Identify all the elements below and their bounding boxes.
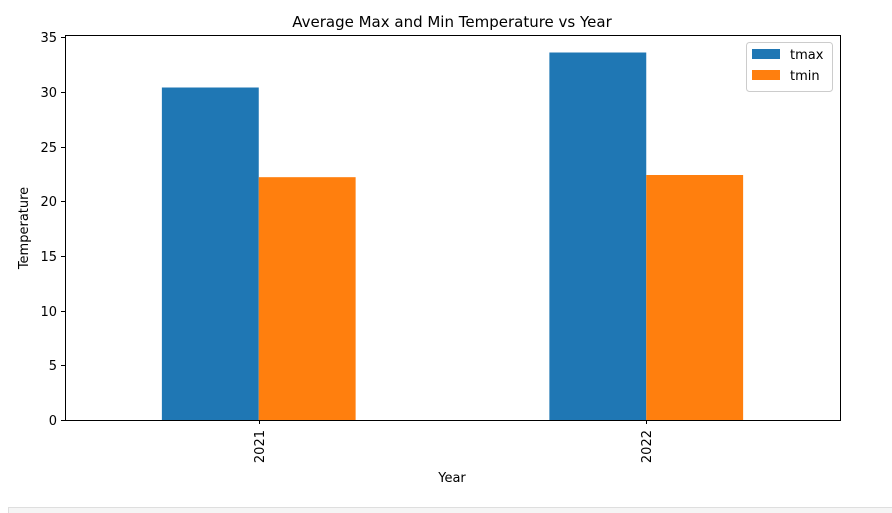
bar-tmax-2022 bbox=[549, 52, 647, 420]
legend-label-tmax: tmax bbox=[790, 48, 824, 63]
y-tick-label: 20 bbox=[40, 195, 57, 210]
y-tick-label: 5 bbox=[49, 359, 57, 374]
y-tick-label: 30 bbox=[40, 86, 57, 101]
bar-layer bbox=[161, 52, 744, 420]
output-scroll-area bbox=[8, 507, 892, 513]
bar-tmin-2021 bbox=[258, 177, 356, 420]
y-axis: 0 5 10 15 20 25 30 35 bbox=[40, 31, 65, 429]
x-axis-label: Year bbox=[437, 471, 466, 486]
chart-title: Average Max and Min Temperature vs Year bbox=[292, 13, 612, 31]
bar-tmin-2022 bbox=[646, 175, 744, 420]
y-tick-label: 0 bbox=[49, 414, 57, 429]
y-tick-label: 15 bbox=[40, 250, 57, 265]
legend-swatch-tmin bbox=[752, 70, 780, 80]
legend: tmax tmin bbox=[746, 42, 833, 92]
legend-label-tmin: tmin bbox=[790, 69, 820, 84]
y-axis-label: Temperature bbox=[17, 187, 32, 270]
y-tick-label: 25 bbox=[40, 141, 57, 156]
plot-frame bbox=[65, 35, 841, 421]
y-tick-label: 10 bbox=[40, 305, 57, 320]
y-tick-label: 35 bbox=[40, 31, 57, 46]
x-tick-label: 2021 bbox=[253, 430, 268, 463]
legend-swatch-tmax bbox=[752, 49, 780, 59]
x-tick-label: 2022 bbox=[640, 430, 655, 463]
x-axis: 2021 2022 bbox=[253, 420, 655, 463]
bar-tmax-2021 bbox=[161, 87, 259, 420]
